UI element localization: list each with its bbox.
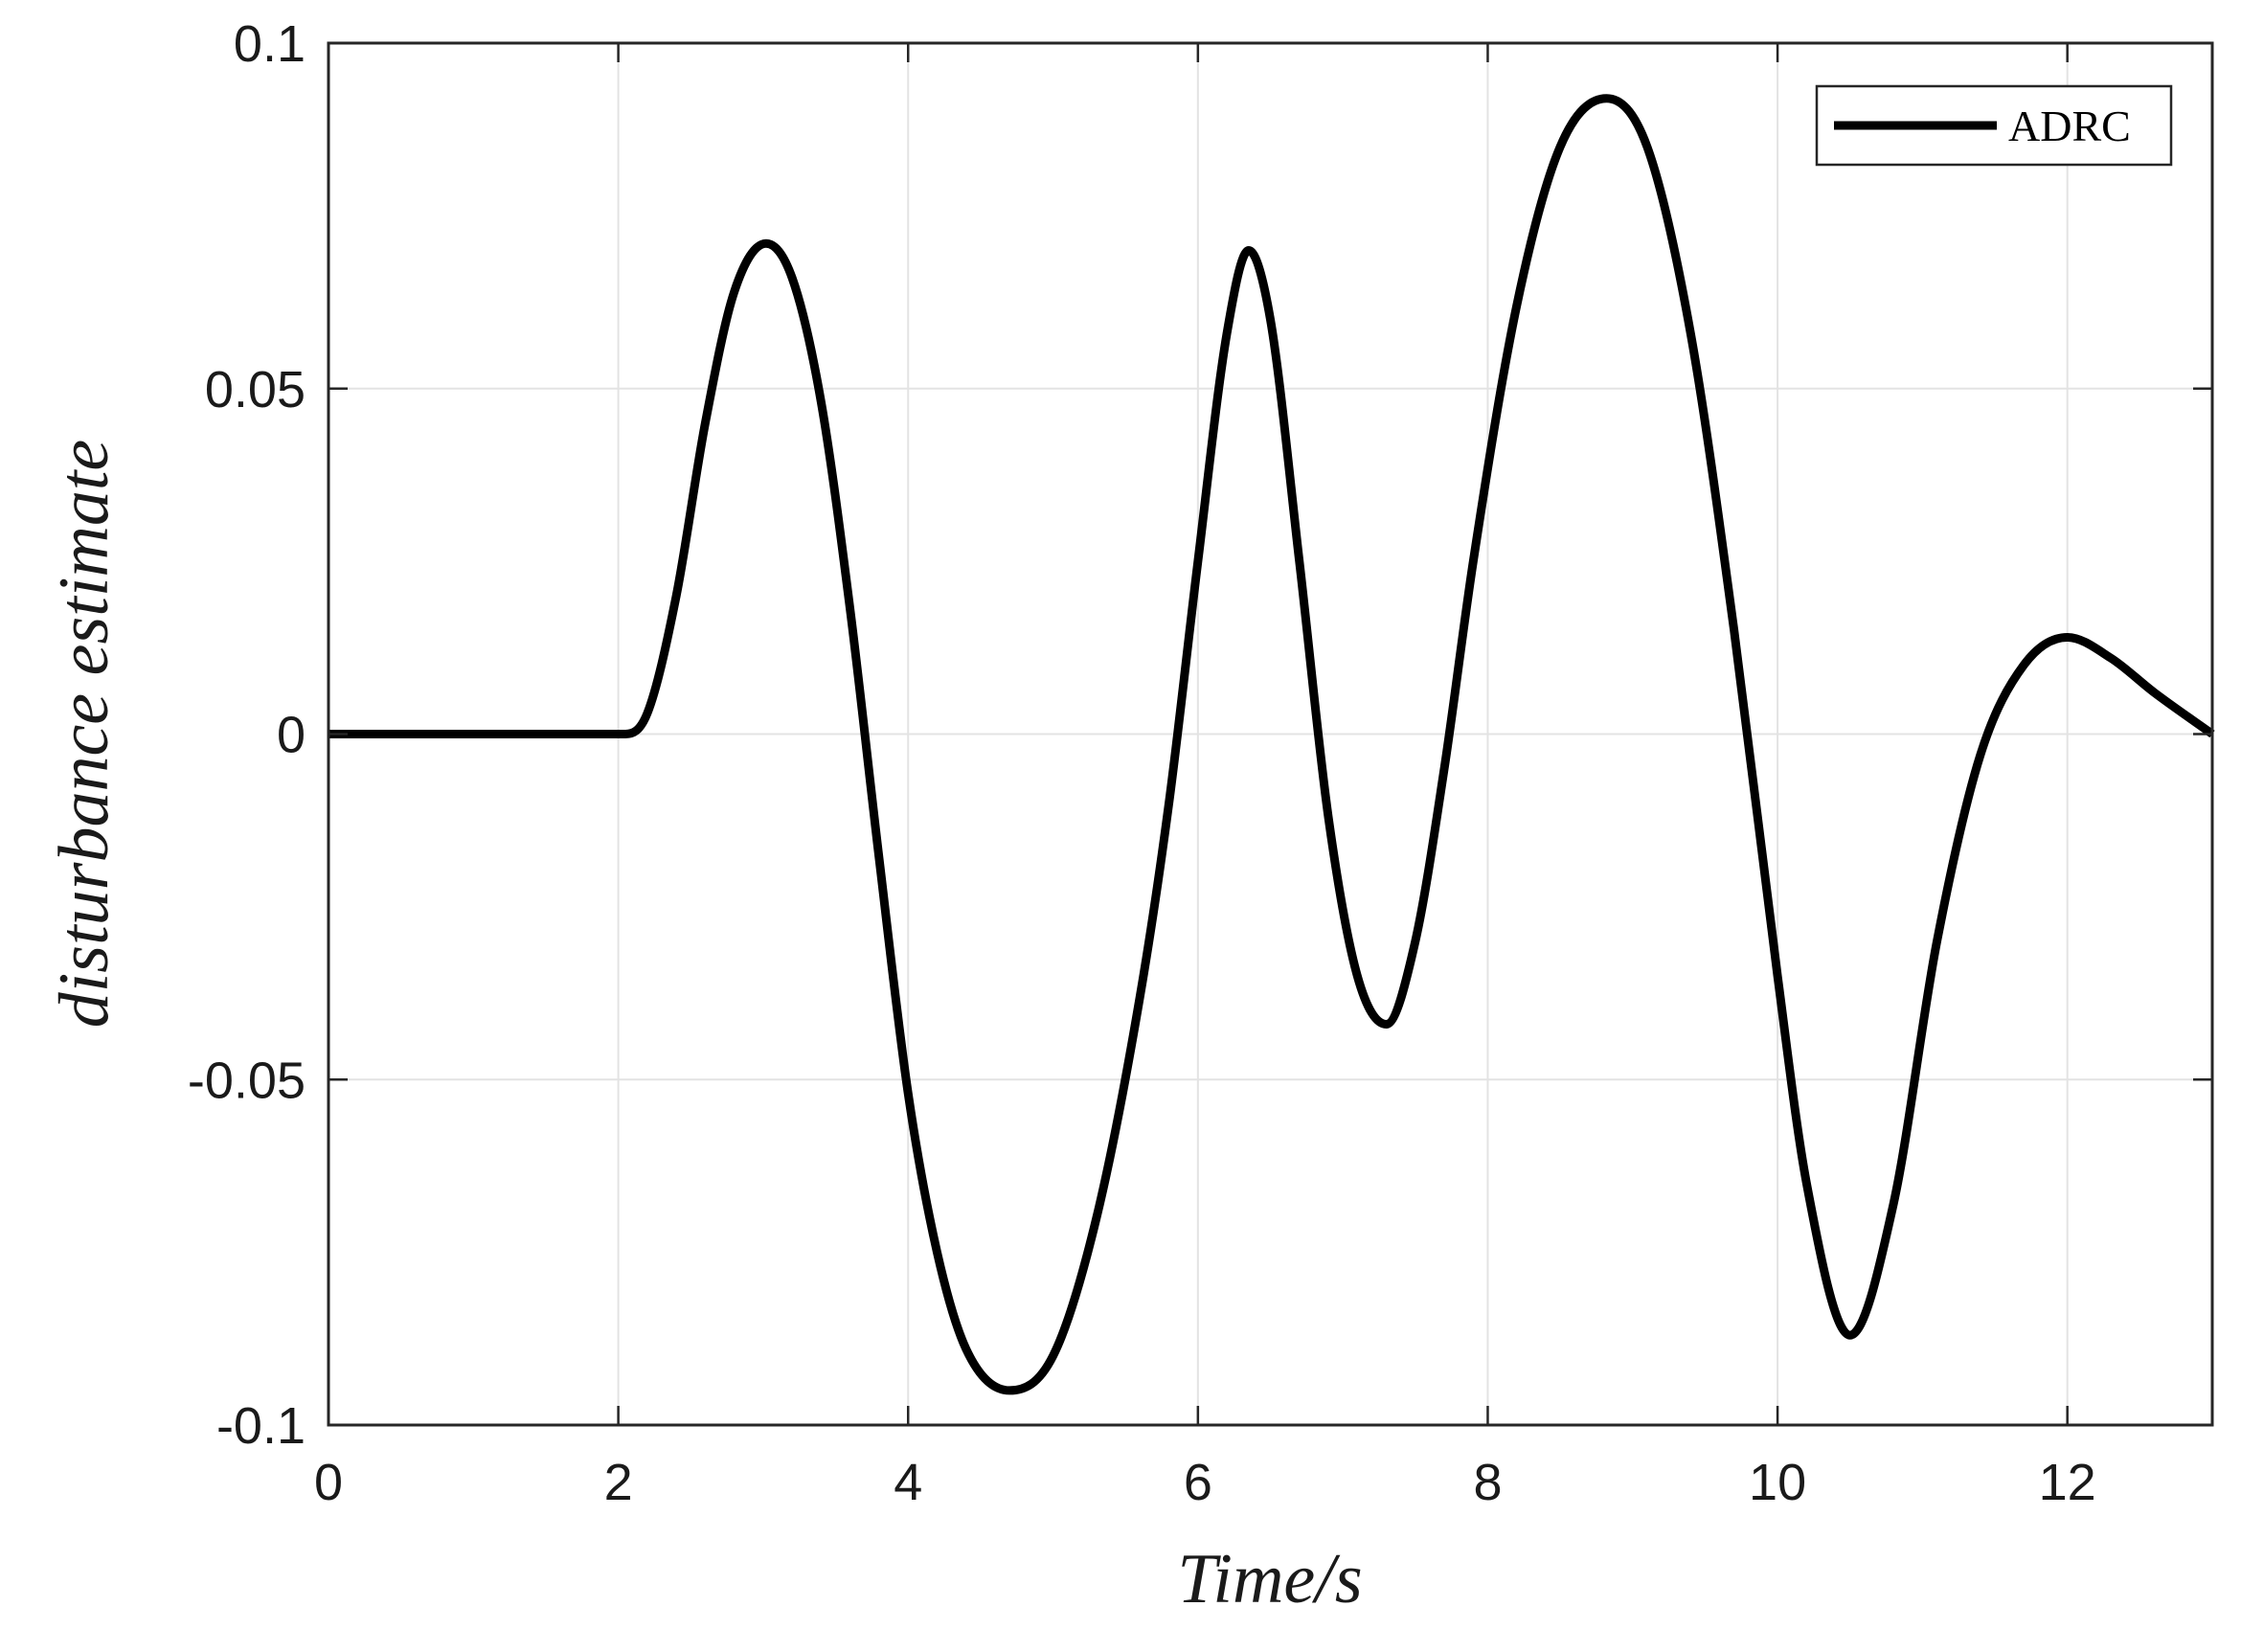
grid-lines bbox=[328, 43, 2212, 1425]
x-tick-label: 12 bbox=[2039, 1454, 2096, 1511]
y-tick-label: 0 bbox=[277, 707, 306, 764]
x-tick-label: 2 bbox=[604, 1454, 633, 1511]
y-tick-label: -0.1 bbox=[216, 1397, 306, 1455]
x-tick-label: 0 bbox=[314, 1454, 343, 1511]
x-tick-label: 4 bbox=[894, 1454, 922, 1511]
x-tick-label: 8 bbox=[1473, 1454, 1502, 1511]
series-layer bbox=[328, 94, 2215, 1395]
series-line-adrc bbox=[328, 94, 2215, 1395]
y-axis-title: disturbance estimate bbox=[45, 440, 124, 1029]
y-tick-label: -0.05 bbox=[188, 1052, 306, 1109]
y-tick-labels: -0.1 -0.05 0 0.05 0.1 bbox=[188, 15, 306, 1455]
y-tick-label: 0.1 bbox=[234, 15, 306, 73]
axis-ticks bbox=[327, 41, 2212, 1427]
x-tick-label: 10 bbox=[1749, 1454, 1806, 1511]
x-tick-label: 6 bbox=[1184, 1454, 1212, 1511]
legend: ADRC bbox=[1815, 84, 2173, 167]
x-tick-labels: 0 2 4 6 8 10 12 bbox=[314, 1454, 2096, 1511]
y-tick-label: 0.05 bbox=[205, 361, 306, 419]
legend-label-adrc: ADRC bbox=[2008, 102, 2131, 150]
x-axis-title: Time/s bbox=[1177, 1540, 1362, 1618]
